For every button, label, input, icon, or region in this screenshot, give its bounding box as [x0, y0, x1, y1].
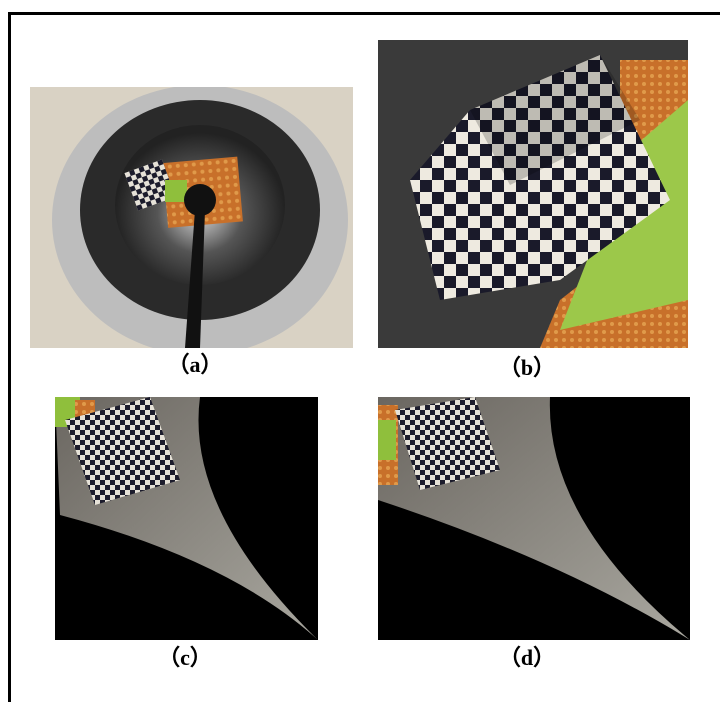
image-a — [30, 87, 353, 348]
frame — [8, 12, 720, 702]
image-b — [378, 40, 688, 348]
image-c — [55, 397, 318, 640]
caption-b: （b） — [499, 355, 555, 380]
caption-a: （a） — [167, 352, 222, 377]
image-d — [378, 397, 690, 640]
caption-c: （c） — [158, 645, 212, 670]
caption-d: （d） — [499, 645, 555, 670]
